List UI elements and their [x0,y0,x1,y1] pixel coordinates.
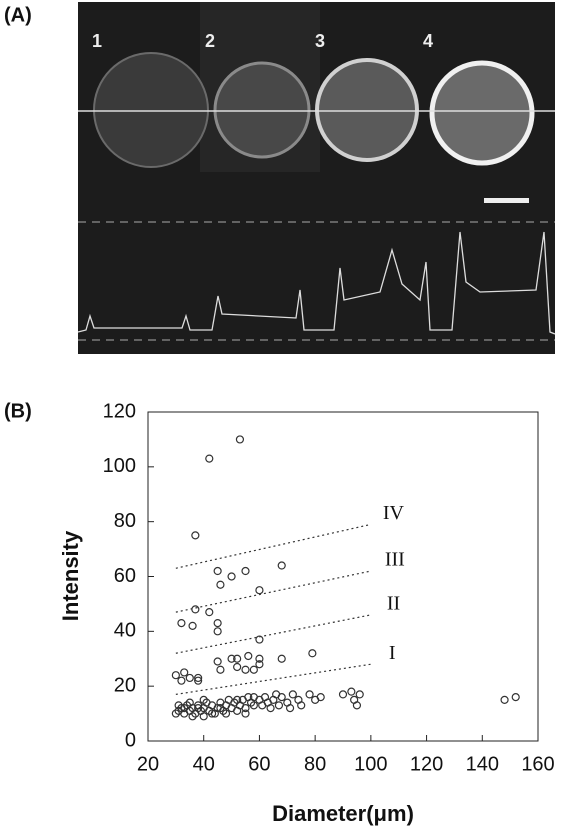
x-tick-label: 120 [410,753,443,775]
point [177,676,186,685]
point [352,701,362,710]
point [244,651,253,661]
point [171,709,180,718]
region-label: I [389,642,396,664]
x-tick-label: 80 [304,753,326,775]
cell-label: 4 [423,31,433,51]
x-tick-label: 40 [193,753,215,775]
cell-label: 2 [205,31,215,51]
point [180,668,189,677]
point [288,690,297,699]
point [255,660,264,669]
x-tick-label: 100 [354,753,387,775]
y-tick-label: 100 [103,455,136,477]
point [194,673,203,683]
y-tick-label: 20 [114,674,136,696]
point [249,701,258,710]
point [255,654,264,663]
x-tick-label: 60 [248,753,270,775]
point [205,608,214,617]
region-label: II [387,592,400,614]
boundary-line [175,614,371,654]
point [233,695,242,704]
point [277,654,286,663]
point [213,619,222,628]
point [185,673,194,683]
point [199,695,208,704]
point [221,709,231,718]
point [500,695,509,704]
point [241,566,250,576]
x-tick-label: 20 [137,753,159,775]
panel-label: (A) [4,4,32,26]
point [213,566,222,576]
point [191,605,200,614]
y-tick-label: 60 [114,565,136,587]
point [171,671,180,680]
point [227,654,236,663]
point [308,649,317,658]
point [180,703,189,713]
point [194,703,203,713]
y-tick-label: 0 [125,729,136,751]
point [511,693,520,702]
point [199,712,208,721]
point [207,709,217,718]
region-label: IV [383,502,405,524]
point [216,665,225,674]
point [277,693,286,702]
y-tick-label: 40 [114,620,136,642]
point [233,662,242,672]
point [235,435,245,444]
point [205,454,214,463]
point [338,690,348,699]
point [233,654,242,663]
point [241,709,250,718]
panel-label: (B) [4,400,32,422]
boundary-line [175,523,371,569]
region-label: III [385,549,405,571]
point [227,572,236,581]
x-tick-label: 140 [466,753,499,775]
point [191,531,200,540]
point [213,627,222,636]
point [277,561,286,570]
point [241,703,250,713]
point [255,586,264,595]
point [249,665,258,674]
micrograph [77,2,556,354]
x-tick-label: 160 [521,753,554,775]
point [216,703,225,713]
point [213,657,222,666]
y-tick-label: 80 [114,510,136,532]
point [266,703,275,713]
cell-label: 3 [315,31,325,51]
point [316,693,325,702]
y-tick-label: 120 [103,400,136,422]
boundary-line [175,663,371,695]
point [194,676,203,685]
point [285,703,295,713]
point [177,619,186,628]
point [249,693,258,702]
x-axis-title: Diameter(μm) [272,801,414,826]
point [274,701,284,710]
point [185,698,194,707]
point [241,665,250,674]
point [305,690,314,699]
point [347,687,356,696]
point [297,701,306,710]
y-axis-title: Intensity [58,530,83,621]
point [188,621,197,630]
point [255,635,264,644]
point [188,712,197,721]
cell-label: 1 [92,31,102,51]
point [216,580,225,589]
boundary-line [175,570,371,613]
point [355,690,364,699]
